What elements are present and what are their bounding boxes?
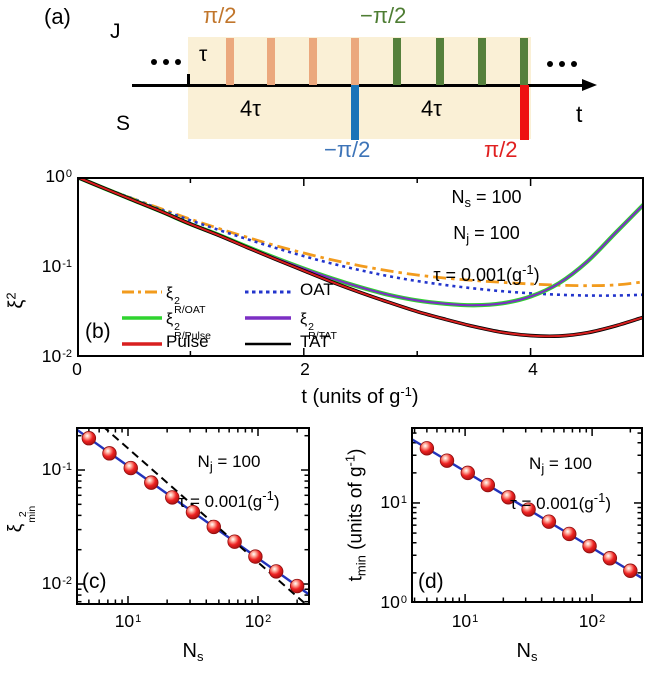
d-annotation-nj: Nj = 100 [529, 454, 592, 476]
j-pulse-negative [478, 38, 486, 85]
sequence-start-tick [187, 74, 190, 84]
j-pulse-negative [520, 38, 528, 85]
d-annotation-tau: τ = 0.001(g-1) [510, 490, 611, 513]
time-axis-arrow-icon [582, 79, 597, 91]
legend-swatch-pulse [122, 342, 162, 346]
j-pulse [309, 38, 317, 85]
j-pulse [351, 38, 359, 85]
legend-label-r-oat: ξ 2 R/OAT [166, 285, 206, 316]
legend-label-r-tat: ξ 2 R/TAT [300, 311, 337, 342]
c-y-axis-title: ξ 2 min [5, 505, 38, 533]
legend-swatch-r-tat [245, 316, 291, 320]
panel-d-label: (d) [418, 570, 444, 593]
b-xtick-4: 4 [528, 359, 538, 379]
j-line-label: J [110, 20, 121, 43]
ellipsis-right [547, 61, 577, 67]
legend-swatch-tat [245, 342, 291, 346]
neg-pi-half-top-label: −π/2 [360, 3, 407, 28]
b-y-axis-title: ξ2 [3, 292, 28, 309]
b-annotation-ns: Ns = 100 [451, 187, 522, 210]
legend-row: ξ 2 R/OAT OAT [108, 279, 373, 315]
panel-c-plot [76, 427, 310, 605]
legend-label-r-pulse: ξ 2 R/Pulse [166, 311, 211, 342]
legend-row: ξ 2 R/Pulse ξ 2 R/TAT [108, 305, 373, 341]
c-xtick-100: 102 [244, 611, 272, 631]
legend-swatch-oat [245, 290, 291, 294]
legend-swatch-r-oat [122, 290, 162, 294]
c-annotation-nj: Nj = 100 [197, 452, 261, 474]
b-ytick-001: 10-2 [41, 346, 72, 366]
four-tau-label-2: 4τ [421, 96, 442, 121]
d-y-axis-title: tmin (units of g-1) [342, 448, 369, 582]
legend-row: Pulse TAT [108, 331, 373, 357]
panel-b-plot [77, 177, 644, 357]
neg-pi-half-bottom-label: −π/2 [324, 137, 371, 162]
c-x-axis-title: Ns [182, 640, 204, 664]
b-ytick-1: 100 [45, 166, 72, 186]
sequence-band [188, 37, 531, 139]
pi-half-bottom-label: π/2 [484, 137, 518, 162]
b-annotation-nj: Nj = 100 [453, 223, 520, 246]
panel-b-label: (b) [85, 320, 111, 343]
j-pulse [267, 38, 275, 85]
j-pulse-negative [393, 38, 401, 85]
c-ytick-01: 10-1 [41, 459, 72, 479]
c-annotations: Nj = 100 τ = 0.001(g-1) [148, 447, 310, 516]
pi-half-top-label: π/2 [203, 3, 237, 28]
j-pulse-negative [436, 38, 444, 85]
b-xtick-2: 2 [300, 359, 310, 379]
b-annotations: Ns = 100 Nj = 100 τ = 0.001(g-1) [384, 182, 589, 291]
legend-swatch-r-pulse [122, 316, 162, 320]
d-ytick-1: 100 [380, 592, 407, 612]
ellipsis-left [151, 59, 181, 65]
legend-label-oat: OAT [300, 280, 334, 299]
c-xtick-10: 101 [114, 611, 142, 631]
d-annotations: Nj = 100 τ = 0.001(g-1) [478, 449, 643, 518]
d-xtick-10: 101 [451, 611, 479, 631]
b-x-axis-title: t (units of g-1) [301, 384, 419, 408]
b-xtick-0: 0 [72, 359, 82, 379]
c-ytick-001: 10-2 [41, 573, 72, 593]
s-pulse-red [520, 85, 529, 140]
tau-label: τ [199, 43, 208, 66]
d-ytick-10: 101 [380, 492, 407, 512]
b-annotation-tau: τ = 0.001(g-1) [433, 262, 540, 285]
s-line-label: S [116, 112, 131, 135]
j-pulse [226, 38, 234, 85]
b-legend: ξ 2 R/OAT OAT ξ 2 R/Pulse ξ 2 R/TAT Pulse TAT [108, 279, 373, 357]
panel-d-plot [411, 427, 643, 603]
time-axis-label: t [576, 101, 583, 127]
b-ytick-01: 10-1 [41, 256, 72, 276]
s-pulse-blue [351, 85, 359, 140]
four-tau-label-1: 4τ [240, 96, 261, 121]
panel-c-label: (c) [82, 570, 107, 593]
d-x-axis-title: Ns [516, 640, 538, 664]
c-annotation-tau: τ = 0.001(g-1) [178, 488, 280, 511]
legend-label-tat: TAT [300, 332, 330, 351]
panel-a-label: (a) [44, 4, 71, 29]
d-xtick-100: 102 [578, 611, 606, 631]
legend-label-pulse: Pulse [166, 332, 209, 351]
